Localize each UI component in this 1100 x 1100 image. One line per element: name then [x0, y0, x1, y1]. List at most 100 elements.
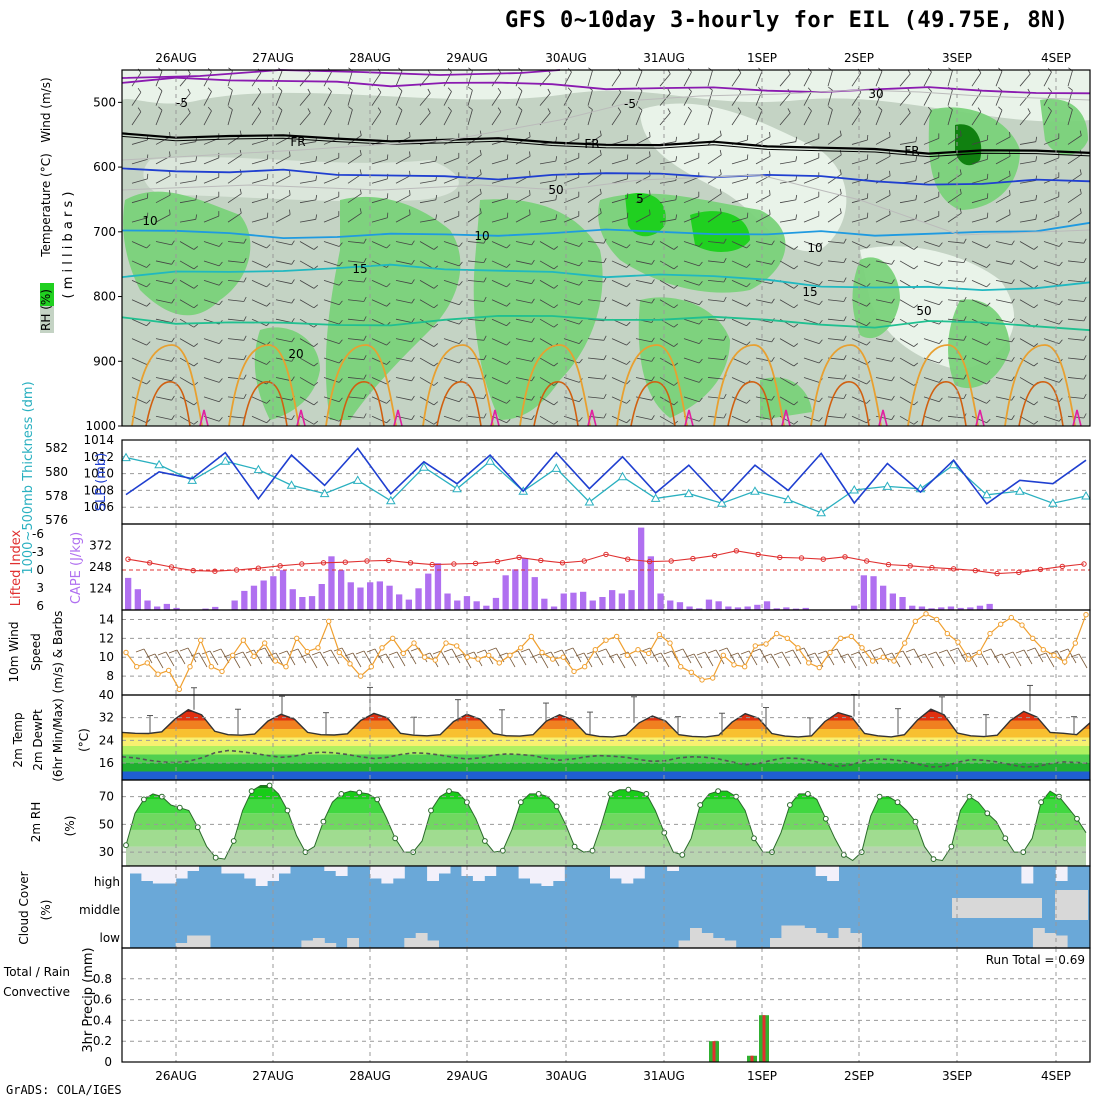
wind-barb-tick [673, 246, 679, 250]
wind-barb-tick [506, 321, 511, 326]
wind-barb [899, 338, 915, 347]
wind-barb-tick [986, 419, 991, 424]
wind-barb-10m [330, 649, 340, 665]
rh-moist-area [473, 199, 603, 420]
wind-barb [707, 338, 724, 341]
wind-barb-tick [195, 214, 198, 220]
wind-barb-tick [218, 261, 223, 267]
cape-bar [318, 584, 325, 610]
wind-barb-tick [963, 258, 967, 263]
wind-barb [443, 260, 460, 267]
wind-barb [275, 214, 291, 223]
cape-bar [870, 576, 877, 610]
wind-barb-tick [1035, 214, 1038, 220]
wind-barb-tick [719, 169, 722, 175]
temp-contour [121, 263, 1091, 292]
wind-barb-tick [555, 156, 558, 162]
wind-barb [275, 338, 292, 343]
thickness-marker [584, 496, 595, 506]
wind-barb [947, 212, 962, 223]
rh-axis-label: 2m RH [29, 802, 43, 843]
wind-barb [395, 279, 412, 285]
wind-barb [203, 396, 220, 403]
wind-barb [659, 180, 676, 184]
cloud-base [130, 866, 1090, 948]
wind-barb-tick [483, 355, 487, 360]
wind-barb-10m-tick [1026, 647, 1036, 652]
li-marker [755, 551, 761, 558]
cloud-high-block [632, 866, 645, 879]
temp-contour-30 [533, 381, 579, 427]
wind-barb-10m-tick [168, 649, 178, 654]
li-marker [407, 560, 414, 566]
wind-barb-10m-tick [729, 652, 739, 657]
temp-contour-35 [393, 409, 403, 427]
wind-barb [995, 279, 1012, 285]
wind-barb-tick [531, 395, 535, 401]
wind-barb [467, 260, 484, 263]
wind-barb [515, 338, 532, 343]
wind-barb-tick [553, 284, 559, 289]
wind-barb [371, 159, 388, 165]
wind-barb [995, 136, 1011, 145]
wind-barb-tick [603, 258, 607, 263]
wind-speed-marker [1030, 635, 1036, 641]
wind-barb-10m [605, 648, 615, 664]
cape-bar [957, 607, 964, 610]
contour-label: FR [904, 144, 919, 158]
rh-marker [697, 802, 704, 808]
wind-speed-marker [667, 640, 673, 646]
temp-contour-25 [131, 344, 203, 427]
wind-barb-tick [651, 240, 655, 246]
wind-legend-label: Wind (m/s) [39, 77, 53, 142]
cape-bar [667, 600, 674, 610]
wind-barb [467, 109, 473, 126]
thickness-marker [617, 471, 628, 481]
pressure-tick-label: 1000 [85, 419, 116, 433]
wind-barb-tick [386, 419, 391, 424]
wind-barb-tick [158, 87, 163, 92]
wind-speed-marker [848, 633, 854, 640]
wind-barb [731, 396, 747, 404]
wind-barb-tick [348, 106, 353, 110]
wind-barb [803, 299, 820, 306]
thickness-marker [1081, 490, 1091, 500]
wind-barb [251, 217, 268, 223]
wind-barb-tick [998, 87, 1003, 92]
wind-barb-tick [891, 279, 895, 284]
wind-barb-tick [599, 208, 602, 214]
wind-barb-tick [723, 296, 727, 302]
li-marker [559, 560, 566, 566]
wind-barb-tick [555, 214, 558, 220]
contour-label: FR [290, 135, 305, 149]
wind-barb [347, 357, 364, 361]
wind-barb-tick [313, 362, 319, 367]
wind-barb-tick [673, 381, 679, 386]
wind-barb-tick [769, 131, 771, 137]
wind-barb [515, 415, 532, 420]
wind-barb [827, 70, 833, 87]
wind-barb [779, 260, 795, 270]
wind-barb [731, 72, 742, 87]
wind-barb [1043, 241, 1060, 247]
wind-barb-tick [626, 244, 631, 249]
thickness-marker [1014, 486, 1025, 495]
wind-barb-tick [1058, 300, 1063, 305]
thickness-marker [882, 481, 893, 490]
wind-barb-tick [506, 380, 511, 385]
wind-barb-tick [531, 356, 535, 362]
li-marker [842, 554, 848, 560]
wind-barb-10m-tick [575, 652, 585, 657]
thickness-marker [452, 483, 462, 493]
temp-contour-30 [824, 381, 870, 427]
wind-barb-10m-tick [916, 653, 926, 658]
li-marker [125, 556, 131, 562]
wind-barb-tick [1083, 393, 1087, 399]
temp-contour-freezing [121, 135, 1091, 158]
li-marker [1081, 561, 1087, 567]
wind-barb [947, 260, 964, 263]
wind-barb-tick [1011, 356, 1015, 362]
wind-barb-tick [719, 130, 722, 136]
wind-barb-tick [531, 337, 535, 343]
wind-barb [731, 377, 747, 385]
